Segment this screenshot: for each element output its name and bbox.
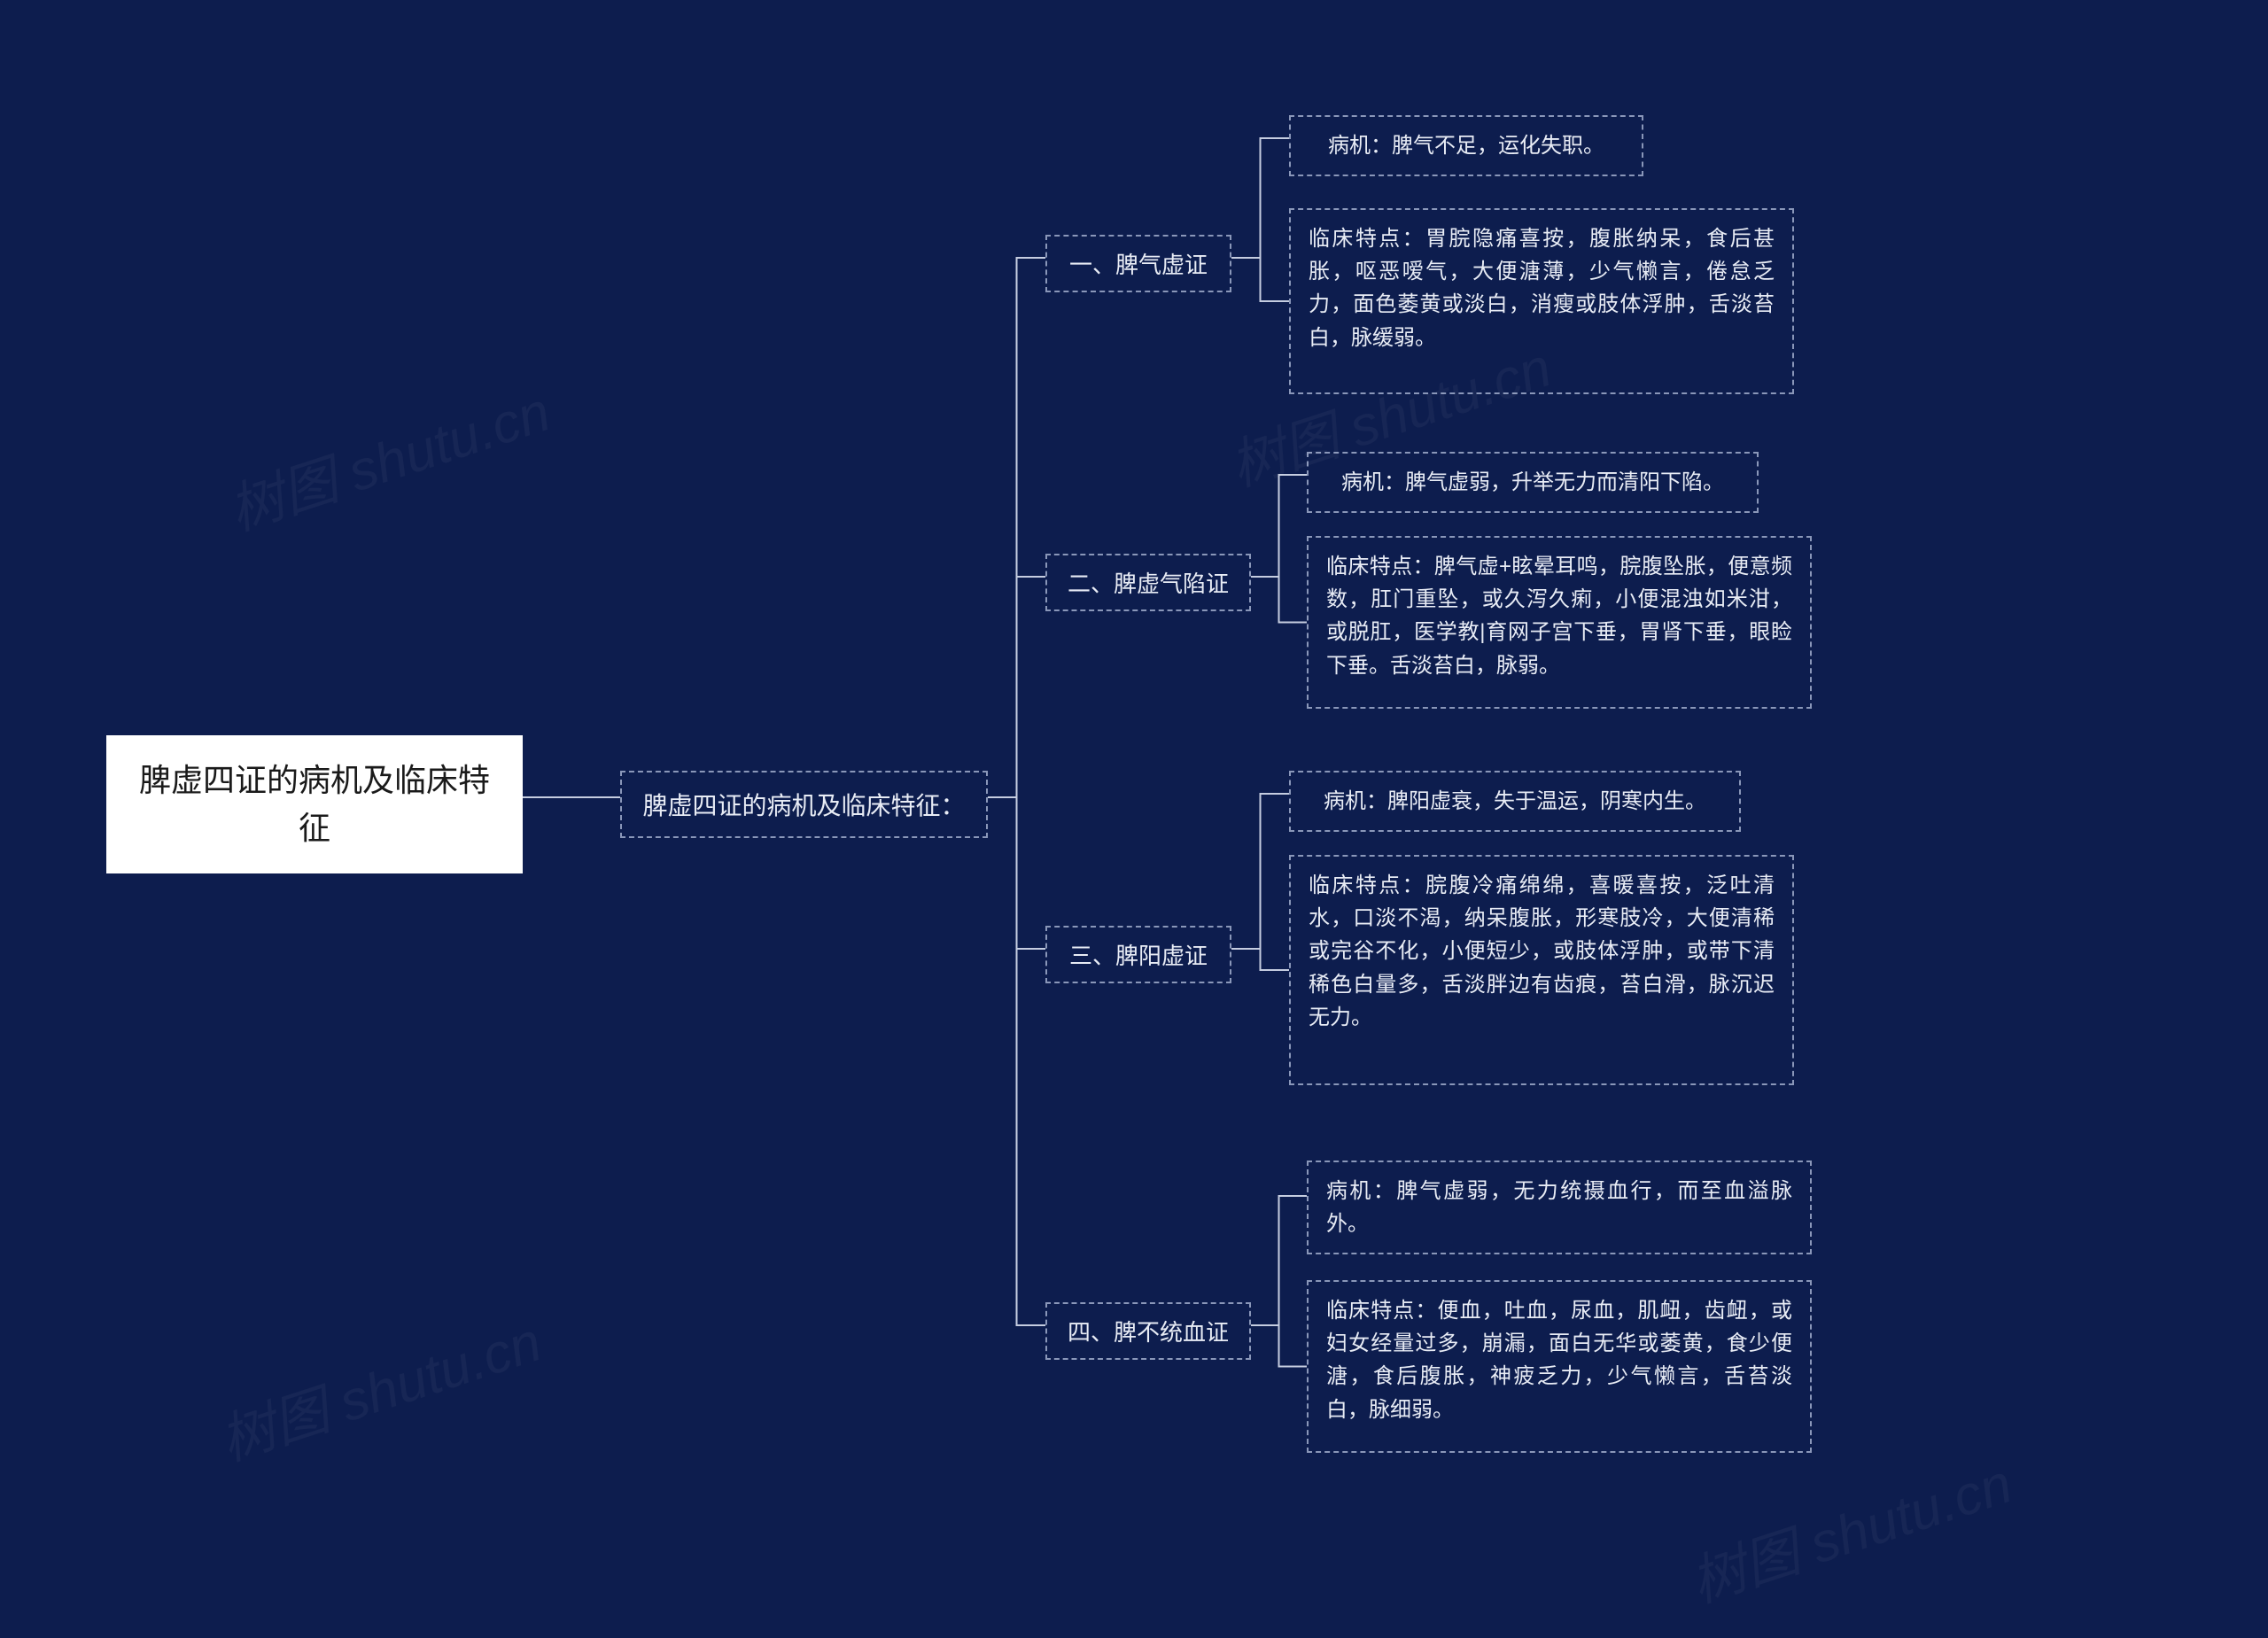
leaf-node: 病机：脾气虚弱，无力统摄血行，而至血溢脉外。	[1307, 1161, 1812, 1254]
branch-node: 四、脾不统血证	[1045, 1302, 1251, 1360]
mindmap-canvas: 脾虚四证的病机及临床特征 脾虚四证的病机及临床特征： 一、脾气虚证 病机：脾气不足，运…	[0, 0, 2268, 1638]
leaf-node: 临床特点：便血，吐血，尿血，肌衄，齿衄，或妇女经量过多，崩漏，面白无华或萎黄，食…	[1307, 1280, 1812, 1453]
leaf-node: 临床特点：脘腹冷痛绵绵，喜暖喜按，泛吐清水，口淡不渴，纳呆腹胀，形寒肢冷，大便清…	[1289, 855, 1794, 1085]
branch-node: 三、脾阳虚证	[1045, 926, 1231, 983]
leaf-node: 临床特点：胃脘隐痛喜按，腹胀纳呆，食后甚胀，呕恶嗳气，大便溏薄，少气懒言，倦怠乏…	[1289, 208, 1794, 394]
leaf-node: 病机：脾气虚弱，升举无力而清阳下陷。	[1307, 452, 1759, 513]
leaf-node: 病机：脾气不足，运化失职。	[1289, 115, 1643, 176]
level1-node: 脾虚四证的病机及临床特征：	[620, 771, 988, 838]
watermark: 树图 shutu.cn	[208, 1297, 549, 1476]
watermark: 树图 shutu.cn	[217, 367, 558, 546]
root-node: 脾虚四证的病机及临床特征	[106, 735, 523, 873]
leaf-node: 临床特点：脾气虚+眩晕耳鸣，脘腹坠胀，便意频数，肛门重坠，或久泻久痢，小便混浊如…	[1307, 536, 1812, 709]
branch-node: 二、脾虚气陷证	[1045, 554, 1251, 611]
branch-node: 一、脾气虚证	[1045, 235, 1231, 292]
leaf-node: 病机：脾阳虚衰，失于温运，阴寒内生。	[1289, 771, 1741, 832]
watermark: 树图 shutu.cn	[1679, 1439, 2020, 1618]
